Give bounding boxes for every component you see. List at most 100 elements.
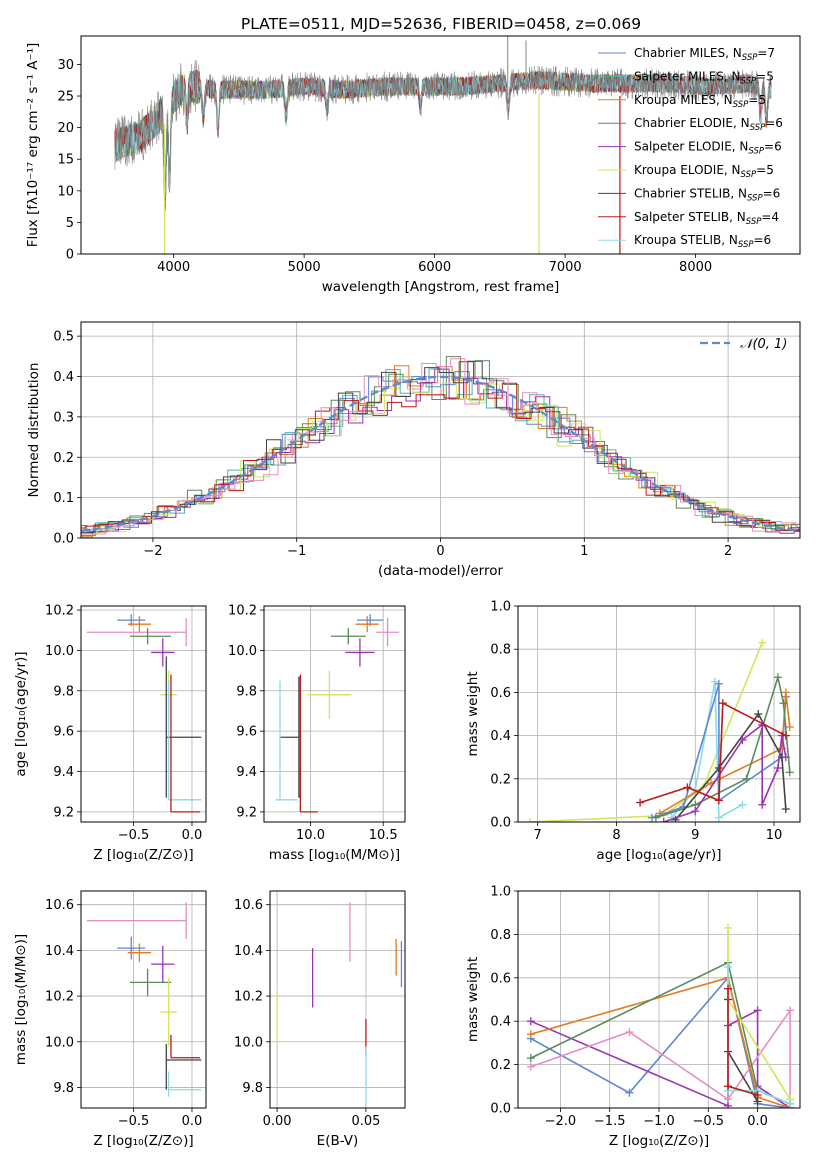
x-tick-label: −1.0 [643,1114,675,1129]
legend-entry-count: =5 [748,93,766,107]
x-axis-label: Z [log₁₀(Z/Z⊙)] [93,847,193,863]
errorbar-point [330,628,366,645]
x-tick-label: −0.5 [693,1114,725,1129]
age-vs-metallicity-panel: −0.5 0.0 9.2 9.4 9.6 9.8 10.0 10.2 Z [log₁₀(Z/Z⊙… [13,604,207,863]
y-tick-label: 0.1 [53,491,74,506]
weight-lines [526,923,795,1108]
legend-entry-count: =7 [757,46,775,60]
weight-marker [714,796,723,805]
weight-line [659,692,791,815]
errorbar-point [127,616,152,633]
legend-entry: Kroupa MILES, NSSP=5 [634,93,766,110]
y-tick-label: 10.0 [228,644,257,659]
errorbar-point [307,670,352,720]
axes-frame [80,321,801,539]
legend-entry-subscript: SSP [742,53,758,63]
y-tick-label: 10 [57,184,74,199]
legend-entry: Salpeter STELIB, NSSP=4 [634,210,779,227]
histogram-series [81,365,800,538]
y-axis-label: age [log₁₀(age/yr)] [13,651,29,776]
y-axis-label: Flux [fλ10⁻¹⁷ erg cm⁻² s⁻¹ A⁻¹] [25,43,41,248]
legend-entry-count: =6 [764,140,782,154]
weight-marker [724,962,733,971]
errorbar-point [165,1044,202,1090]
weight-marker [659,818,668,822]
y-tick-label: 0.0 [490,1102,511,1117]
y-tick-label: 0.3 [53,410,74,425]
x-tick-label: 7 [534,828,542,843]
legend-entry-subscript: SSP [738,240,754,250]
x-axis-label: wavelength [Angstrom, rest frame] [322,279,560,295]
weight-marker [651,813,660,822]
x-tick-label: 8 [612,828,620,843]
errorbar-point [167,680,202,801]
legend-entry: Salpeter MILES, NSSP=5 [634,69,774,86]
y-tick-label: 10.4 [234,944,263,959]
x-tick-label: 9 [691,828,699,843]
weight-line [655,674,791,819]
legend-entry-subscript: SSP [733,100,749,110]
y-tick-label: 9.4 [236,765,257,780]
errorbar-point [86,618,187,647]
y-tick-label: 10.2 [228,604,257,619]
axes-frame [80,35,801,255]
grid-lines [270,891,405,1108]
legend-entry: 𝒩(0, 1) [740,337,787,352]
errorbar-point [355,616,379,633]
weight-marker [785,768,794,777]
weight-marker [773,673,782,682]
x-tick-label: 10.5 [369,828,398,843]
weight-marker [742,774,751,783]
x-tick-label: 8000 [679,260,712,275]
y-tick-label: 10.0 [45,644,74,659]
y-tick-label: 25 [57,90,74,105]
legend-entry-name: Kroupa MILES, N [634,93,733,107]
y-tick-label: 0.4 [490,1015,511,1030]
legend-entry-subscript: SSP [748,147,764,157]
weight-marker [754,710,763,718]
weight-marker [636,798,645,807]
axes-frame [80,605,207,823]
axes-frame [517,605,801,823]
x-axis-label: Z [log₁₀(Z/Z⊙)] [609,1133,709,1149]
axes-frame [80,890,207,1109]
mass-vs-reddening-panel: 0.00 0.05 9.8 10.0 10.2 10.4 10.6 E(B-V) [234,890,406,1149]
errorbar-point [165,656,202,798]
weight-marker [714,679,723,688]
histogram-legend: 𝒩(0, 1) [700,337,787,352]
y-tick-label: 1.0 [490,600,511,615]
y-tick-label: 0.2 [490,1058,511,1073]
y-axis-label: Normed distribution [26,363,42,498]
legend-entry-subscript: SSP [747,193,763,203]
weight-marker [779,699,788,708]
weight-series [636,699,790,807]
x-axis-label: Z [log₁₀(Z/Z⊙)] [93,1133,193,1149]
weight-series [667,677,747,822]
legend-entry-name: Salpeter ELODIE, N [634,140,748,154]
weight-marker [625,1028,634,1037]
x-tick-label: 0.05 [351,1114,380,1129]
x-axis-label: (data-model)/error [378,563,504,579]
x-tick-label: 6000 [418,260,451,275]
mass-vs-metallicity-panel: −0.5 0.0 9.8 10.0 10.2 10.4 10.6 Z [log₁₀(Z/Z⊙)… [13,890,207,1149]
weight-marker [724,1082,733,1091]
weight-marker [526,1030,535,1039]
mass-weight-vs-age-panel: 7 8 9 10 0.0 0.2 0.4 0.6 0.8 1.0 age [log₁₀(age/yr… [465,600,801,863]
weight-series [525,638,767,822]
y-tick-label: 9.8 [53,684,74,699]
y-tick-label: 30 [57,58,74,73]
weight-line [727,927,791,1100]
weight-marker [753,1090,762,1099]
errorbars [276,902,403,1106]
errorbar-point [127,943,152,962]
weight-marker [691,807,700,816]
legend-entry: Chabrier STELIB, NSSP=6 [634,186,780,203]
weight-series [526,1006,795,1108]
x-tick-label: 7000 [549,260,582,275]
weight-marker [714,813,723,822]
legend-entry-count: =4 [761,210,779,224]
age-vs-mass-panel: 10.0 10.5 9.2 9.4 9.6 9.8 10.0 10.2 mass [log₁₀(… [228,604,406,863]
y-tick-label: 10.2 [45,990,74,1005]
y-tick-label: 5 [66,216,74,231]
errorbar-point [130,968,171,997]
